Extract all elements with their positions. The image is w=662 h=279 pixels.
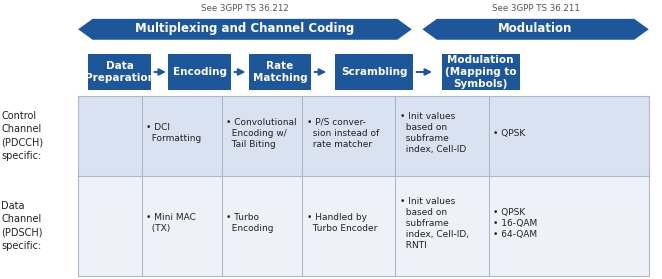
- Text: Encoding: Encoding: [173, 67, 227, 77]
- Polygon shape: [422, 19, 649, 40]
- Text: • QPSK
• 16-QAM
• 64-QAM: • QPSK • 16-QAM • 64-QAM: [493, 208, 538, 239]
- Text: Data
Preparation: Data Preparation: [85, 61, 155, 83]
- Text: • DCI
  Formatting: • DCI Formatting: [146, 123, 201, 143]
- Polygon shape: [78, 19, 412, 40]
- Text: See 3GPP TS 36.211: See 3GPP TS 36.211: [492, 4, 579, 13]
- Text: • Mini MAC
  (TX): • Mini MAC (TX): [146, 213, 196, 233]
- FancyBboxPatch shape: [335, 54, 413, 90]
- FancyBboxPatch shape: [168, 54, 232, 90]
- FancyBboxPatch shape: [442, 54, 520, 90]
- Text: • Init values
  based on
  subframe
  index, Cell-ID,
  RNTI: • Init values based on subframe index, C…: [400, 196, 469, 250]
- Text: Multiplexing and Channel Coding: Multiplexing and Channel Coding: [135, 22, 355, 35]
- Text: • Handled by
  Turbo Encoder: • Handled by Turbo Encoder: [307, 213, 377, 233]
- FancyBboxPatch shape: [249, 54, 312, 90]
- Text: See 3GPP TS 36.212: See 3GPP TS 36.212: [201, 4, 289, 13]
- FancyBboxPatch shape: [89, 54, 151, 90]
- Bar: [78, 176, 649, 276]
- Text: Modulation: Modulation: [498, 22, 573, 35]
- Text: Modulation
(Mapping to
Symbols): Modulation (Mapping to Symbols): [445, 55, 516, 89]
- Bar: [78, 96, 649, 176]
- Text: • Turbo
  Encoding: • Turbo Encoding: [226, 213, 274, 233]
- Text: Scrambling: Scrambling: [341, 67, 407, 77]
- Text: Control
Channel
(PDCCH)
specific:: Control Channel (PDCCH) specific:: [1, 111, 44, 161]
- Text: • P/S conver-
  sion instead of
  rate matcher: • P/S conver- sion instead of rate match…: [307, 118, 379, 149]
- Text: Rate
Matching: Rate Matching: [253, 61, 307, 83]
- Text: • Convolutional
  Encoding w/
  Tail Biting: • Convolutional Encoding w/ Tail Biting: [226, 118, 297, 149]
- Text: • Init values
  based on
  subframe
  index, Cell-ID: • Init values based on subframe index, C…: [400, 112, 466, 154]
- Text: Data
Channel
(PDSCH)
specific:: Data Channel (PDSCH) specific:: [1, 201, 43, 251]
- Text: • QPSK: • QPSK: [493, 129, 526, 138]
